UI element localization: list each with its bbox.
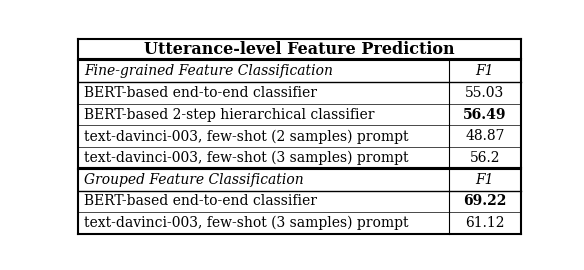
Text: 56.2: 56.2 xyxy=(470,151,500,165)
Text: 55.03: 55.03 xyxy=(465,86,505,100)
Text: 56.49: 56.49 xyxy=(463,108,506,122)
Text: Grouped Feature Classification: Grouped Feature Classification xyxy=(84,173,304,187)
Text: BERT-based end-to-end classifier: BERT-based end-to-end classifier xyxy=(84,194,317,208)
Text: BERT-based 2-step hierarchical classifier: BERT-based 2-step hierarchical classifie… xyxy=(84,108,375,122)
Text: Fine-grained Feature Classification: Fine-grained Feature Classification xyxy=(84,64,333,78)
Text: 48.87: 48.87 xyxy=(465,129,505,143)
Text: text-davinci-003, few-shot (3 samples) prompt: text-davinci-003, few-shot (3 samples) p… xyxy=(84,216,409,230)
Text: 61.12: 61.12 xyxy=(465,216,505,230)
Text: BERT-based end-to-end classifier: BERT-based end-to-end classifier xyxy=(84,86,317,100)
Text: F1: F1 xyxy=(475,64,494,78)
Text: text-davinci-003, few-shot (3 samples) prompt: text-davinci-003, few-shot (3 samples) p… xyxy=(84,151,409,165)
Text: F1: F1 xyxy=(475,173,494,187)
Text: text-davinci-003, few-shot (2 samples) prompt: text-davinci-003, few-shot (2 samples) p… xyxy=(84,129,409,144)
Text: Utterance-level Feature Prediction: Utterance-level Feature Prediction xyxy=(144,41,454,58)
Text: 69.22: 69.22 xyxy=(463,194,506,208)
